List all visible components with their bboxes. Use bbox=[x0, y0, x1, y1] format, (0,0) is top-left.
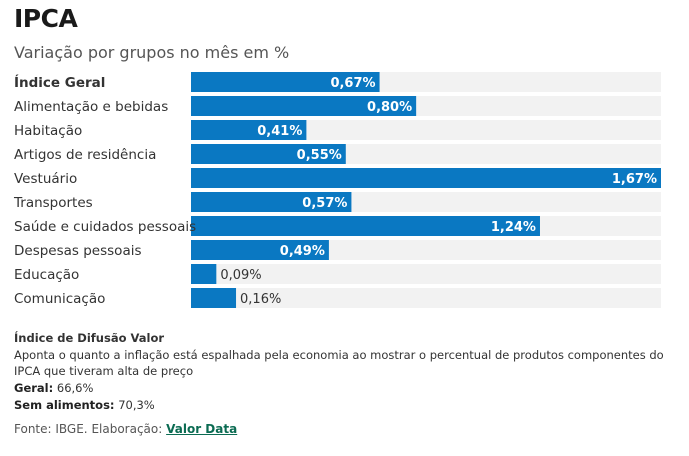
diffusion-geral-label: Geral: bbox=[14, 381, 54, 395]
bar-artigos-de-residencia bbox=[191, 144, 346, 164]
diffusion-sem-alimentos-value: 70,3% bbox=[118, 398, 155, 412]
category-label-indice-geral: Índice Geral bbox=[14, 74, 105, 91]
bar-alimentacao-e-bebidas bbox=[191, 96, 417, 116]
bar-chart: Índice Geral 0,67% Alimentação e bebidas 0,… bbox=[13, 72, 661, 308]
value-label-artigos-de-residencia: 0,55% bbox=[297, 148, 342, 163]
value-label-educacao: 0,09% bbox=[220, 268, 261, 283]
bar-comunicacao bbox=[191, 288, 237, 308]
category-label-alimentacao-e-bebidas: Alimentação e bebidas bbox=[14, 99, 168, 115]
bar-educacao bbox=[191, 264, 217, 284]
bar-track-comunicacao bbox=[191, 288, 661, 308]
bar-transportes bbox=[191, 192, 352, 212]
value-label-comunicacao: 0,16% bbox=[240, 292, 281, 307]
value-label-vestuario: 1,67% bbox=[612, 172, 657, 187]
bar-indice-geral bbox=[191, 72, 380, 92]
category-label-educacao: Educação bbox=[14, 267, 79, 283]
category-label-comunicacao: Comunicação bbox=[14, 291, 105, 307]
bar-despesas-pessoais bbox=[191, 240, 329, 260]
bar-vestuario bbox=[191, 168, 661, 188]
bar-habitacao bbox=[191, 120, 307, 140]
bar-track-educacao bbox=[191, 264, 661, 284]
bar-saude-e-cuidados-pessoais bbox=[191, 216, 540, 236]
category-label-habitacao: Habitação bbox=[14, 123, 82, 139]
value-label-saude-e-cuidados-pessoais: 1,24% bbox=[491, 220, 536, 235]
chart-subtitle: Variação por grupos no mês em % bbox=[14, 43, 290, 62]
value-label-alimentacao-e-bebidas: 0,80% bbox=[367, 100, 412, 115]
diffusion-sem-alimentos: Sem alimentos: 70,3% bbox=[14, 398, 155, 412]
category-label-artigos-de-residencia: Artigos de residência bbox=[14, 147, 156, 163]
diffusion-index-description: Aponta o quanto a inflação está espalhad… bbox=[14, 348, 664, 378]
valor-data-link[interactable]: Valor Data bbox=[166, 422, 238, 436]
bar-track-habitacao bbox=[191, 120, 661, 140]
category-label-transportes: Transportes bbox=[13, 195, 93, 211]
value-label-habitacao: 0,41% bbox=[257, 124, 302, 139]
diffusion-index-title: Índice de Difusão Valor bbox=[14, 331, 165, 345]
diffusion-geral: Geral: 66,6% bbox=[14, 381, 93, 395]
category-label-despesas-pessoais: Despesas pessoais bbox=[14, 243, 142, 259]
value-label-indice-geral: 0,67% bbox=[330, 76, 375, 91]
source-text: Fonte: IBGE. Elaboração: bbox=[14, 422, 163, 436]
category-label-vestuario: Vestuário bbox=[14, 171, 77, 187]
diffusion-sem-alimentos-label: Sem alimentos: bbox=[14, 398, 115, 412]
chart-title: IPCA bbox=[14, 4, 78, 33]
value-label-transportes: 0,57% bbox=[302, 196, 347, 211]
category-label-saude-e-cuidados-pessoais: Saúde e cuidados pessoais bbox=[14, 219, 196, 235]
source-line: Fonte: IBGE. Elaboração: Valor Data bbox=[14, 422, 237, 436]
diffusion-geral-value: 66,6% bbox=[56, 381, 94, 395]
value-label-despesas-pessoais: 0,49% bbox=[280, 244, 325, 259]
